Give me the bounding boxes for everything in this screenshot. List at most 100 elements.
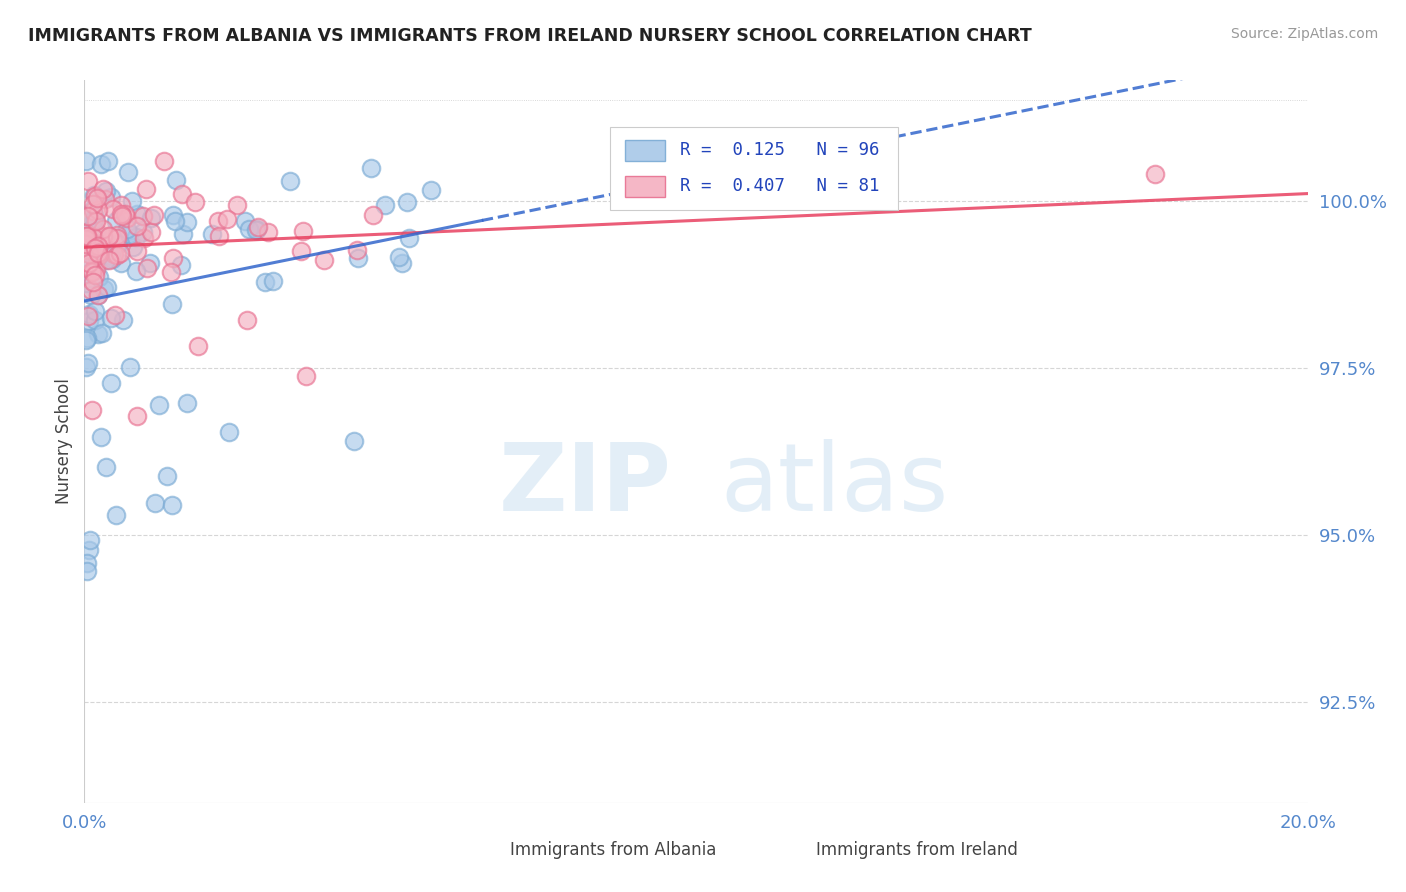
Point bbox=[163, 213, 186, 227]
Point bbox=[419, 183, 441, 197]
Point bbox=[101, 244, 124, 259]
Point bbox=[75, 267, 97, 281]
Point bbox=[86, 262, 108, 277]
Point bbox=[226, 198, 249, 212]
Point bbox=[87, 288, 110, 302]
Point bbox=[101, 202, 124, 216]
Point bbox=[115, 211, 138, 226]
Point bbox=[117, 165, 139, 179]
Point bbox=[76, 229, 98, 244]
Point bbox=[295, 368, 318, 383]
Point bbox=[238, 221, 260, 235]
Point bbox=[162, 208, 184, 222]
Point bbox=[75, 227, 97, 241]
Point bbox=[94, 253, 117, 268]
Point bbox=[139, 256, 162, 270]
Point bbox=[139, 225, 162, 239]
Point bbox=[75, 244, 97, 258]
Point bbox=[256, 225, 278, 239]
Point bbox=[80, 229, 103, 244]
Point bbox=[105, 231, 128, 245]
Point bbox=[94, 460, 117, 475]
Point bbox=[101, 252, 124, 267]
Point bbox=[75, 153, 97, 168]
Point bbox=[76, 209, 98, 223]
Point bbox=[87, 246, 110, 260]
Point bbox=[97, 229, 120, 244]
Text: R =  0.407   N = 81: R = 0.407 N = 81 bbox=[681, 178, 880, 195]
Point bbox=[141, 211, 163, 225]
Point bbox=[278, 174, 301, 188]
Point bbox=[84, 241, 107, 255]
Point bbox=[75, 229, 97, 244]
Point bbox=[93, 282, 115, 296]
Point bbox=[110, 197, 132, 211]
Point bbox=[374, 198, 396, 212]
Point bbox=[79, 223, 101, 237]
Point bbox=[77, 246, 100, 260]
Point bbox=[82, 230, 104, 244]
Point bbox=[142, 208, 165, 222]
Bar bbox=[470, 842, 505, 858]
Point bbox=[111, 209, 134, 223]
Point bbox=[253, 275, 276, 289]
Point bbox=[80, 403, 103, 417]
Point bbox=[94, 192, 117, 206]
Point bbox=[170, 187, 193, 202]
Point bbox=[75, 236, 97, 251]
Point bbox=[77, 174, 100, 188]
Point bbox=[86, 251, 108, 265]
Point bbox=[162, 251, 184, 265]
Point bbox=[86, 202, 108, 217]
Point bbox=[347, 251, 370, 265]
Point bbox=[76, 331, 98, 345]
Point bbox=[75, 276, 97, 290]
Point bbox=[127, 244, 149, 259]
Point bbox=[170, 258, 193, 272]
Point bbox=[75, 232, 97, 246]
Point bbox=[80, 264, 103, 278]
Point bbox=[83, 260, 105, 275]
Point bbox=[360, 161, 382, 176]
Point bbox=[132, 209, 155, 223]
Text: Source: ZipAtlas.com: Source: ZipAtlas.com bbox=[1230, 27, 1378, 41]
Point bbox=[91, 326, 114, 340]
Point bbox=[80, 283, 103, 297]
Text: atlas: atlas bbox=[720, 439, 949, 531]
Point bbox=[82, 204, 104, 219]
Point bbox=[135, 261, 157, 276]
Point bbox=[160, 265, 183, 279]
Point bbox=[125, 207, 148, 221]
Point bbox=[82, 263, 104, 277]
Point bbox=[236, 312, 259, 326]
Point bbox=[83, 268, 105, 282]
Bar bbox=[626, 176, 665, 197]
Point bbox=[90, 157, 112, 171]
Point bbox=[96, 184, 118, 198]
Point bbox=[184, 195, 207, 210]
Point bbox=[100, 189, 122, 203]
Point bbox=[100, 311, 122, 326]
Point bbox=[91, 182, 114, 196]
Point bbox=[343, 434, 366, 448]
Point bbox=[118, 359, 141, 374]
Point bbox=[132, 231, 155, 245]
Point bbox=[87, 327, 110, 342]
Point bbox=[132, 225, 155, 239]
Point bbox=[361, 208, 384, 222]
Point bbox=[233, 214, 256, 228]
Point bbox=[100, 376, 122, 391]
Point bbox=[105, 227, 128, 242]
Point bbox=[84, 224, 107, 238]
Point bbox=[200, 227, 222, 242]
Point bbox=[84, 213, 107, 227]
Point bbox=[79, 307, 101, 321]
Point bbox=[76, 235, 98, 250]
Point bbox=[217, 212, 239, 227]
Point bbox=[105, 213, 128, 227]
Text: ZIP: ZIP bbox=[499, 439, 672, 531]
Point bbox=[165, 173, 187, 187]
Point bbox=[87, 248, 110, 262]
Point bbox=[152, 153, 174, 168]
Point bbox=[86, 244, 108, 258]
